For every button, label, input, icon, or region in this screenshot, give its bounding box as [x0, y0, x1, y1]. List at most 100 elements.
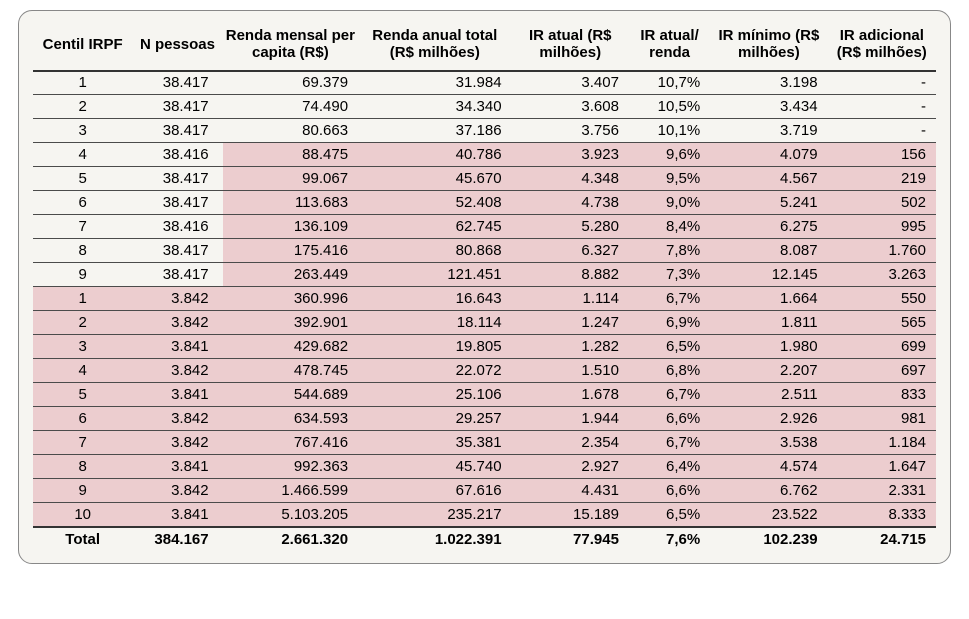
cell: 992.363: [223, 455, 358, 479]
cell: 9,6%: [629, 143, 710, 167]
cell: 4: [33, 359, 132, 383]
cell: 7,8%: [629, 239, 710, 263]
cell: 38.417: [132, 71, 222, 95]
cell: 10,5%: [629, 95, 710, 119]
cell: 833: [828, 383, 936, 407]
cell: 38.416: [132, 215, 222, 239]
cell: 9: [33, 263, 132, 287]
cell: 3.923: [512, 143, 629, 167]
cell: 175.416: [223, 239, 358, 263]
table-container: Centil IRPF N pessoas Renda mensal per c…: [18, 10, 951, 564]
cell: 19.805: [358, 335, 512, 359]
cell: 74.490: [223, 95, 358, 119]
cell: 3.263: [828, 263, 936, 287]
cell: 6,8%: [629, 359, 710, 383]
cell: 8.087: [710, 239, 827, 263]
total-cell: 7,6%: [629, 527, 710, 551]
cell: 1: [33, 71, 132, 95]
cell: 7: [33, 215, 132, 239]
cell: 88.475: [223, 143, 358, 167]
cell: 6,5%: [629, 335, 710, 359]
cell: 8.882: [512, 263, 629, 287]
cell: 6.762: [710, 479, 827, 503]
cell: 235.217: [358, 503, 512, 527]
cell: 4.567: [710, 167, 827, 191]
cell: 6,4%: [629, 455, 710, 479]
table-row: 438.41688.47540.7863.9239,6%4.079156: [33, 143, 936, 167]
cell: 8,4%: [629, 215, 710, 239]
cell: 4.738: [512, 191, 629, 215]
cell: 478.745: [223, 359, 358, 383]
cell: 10,1%: [629, 119, 710, 143]
cell: 8: [33, 239, 132, 263]
cell: 3.407: [512, 71, 629, 95]
table-row: 33.841429.68219.8051.2826,5%1.980699: [33, 335, 936, 359]
total-cell: 102.239: [710, 527, 827, 551]
table-row: 638.417113.68352.4084.7389,0%5.241502: [33, 191, 936, 215]
cell: 9: [33, 479, 132, 503]
cell: 2.927: [512, 455, 629, 479]
cell: 429.682: [223, 335, 358, 359]
cell: 3.719: [710, 119, 827, 143]
cell: 3.841: [132, 383, 222, 407]
cell: 7: [33, 431, 132, 455]
cell: 38.417: [132, 239, 222, 263]
cell: 80.663: [223, 119, 358, 143]
cell: -: [828, 71, 936, 95]
col-npessoas: N pessoas: [132, 23, 222, 71]
cell: 6: [33, 407, 132, 431]
cell: 18.114: [358, 311, 512, 335]
col-centil: Centil IRPF: [33, 23, 132, 71]
total-row: Total384.1672.661.3201.022.39177.9457,6%…: [33, 527, 936, 551]
cell: 5.103.205: [223, 503, 358, 527]
total-label: Total: [33, 527, 132, 551]
cell: 4.574: [710, 455, 827, 479]
col-ir-renda: IR atual/ renda: [629, 23, 710, 71]
total-cell: 77.945: [512, 527, 629, 551]
cell: 1.247: [512, 311, 629, 335]
cell: 219: [828, 167, 936, 191]
cell: 45.670: [358, 167, 512, 191]
cell: 1.980: [710, 335, 827, 359]
cell: 10,7%: [629, 71, 710, 95]
cell: 3: [33, 335, 132, 359]
total-cell: 384.167: [132, 527, 222, 551]
cell: 3.841: [132, 455, 222, 479]
cell: 1.664: [710, 287, 827, 311]
cell: 136.109: [223, 215, 358, 239]
cell: 9,5%: [629, 167, 710, 191]
cell: 6.275: [710, 215, 827, 239]
cell: 1.282: [512, 335, 629, 359]
cell: 15.189: [512, 503, 629, 527]
cell: 3.842: [132, 359, 222, 383]
cell: 3.842: [132, 311, 222, 335]
cell: 38.417: [132, 263, 222, 287]
total-cell: 24.715: [828, 527, 936, 551]
total-cell: 1.022.391: [358, 527, 512, 551]
cell: 1.760: [828, 239, 936, 263]
table-row: 338.41780.66337.1863.75610,1%3.719-: [33, 119, 936, 143]
col-ir-atual: IR atual (R$ milhões): [512, 23, 629, 71]
cell: 38.417: [132, 167, 222, 191]
cell: 4.348: [512, 167, 629, 191]
cell: 45.740: [358, 455, 512, 479]
cell: 6,6%: [629, 479, 710, 503]
cell: 1.510: [512, 359, 629, 383]
cell: 99.067: [223, 167, 358, 191]
cell: 3.608: [512, 95, 629, 119]
cell: 6: [33, 191, 132, 215]
cell: 3: [33, 119, 132, 143]
cell: 80.868: [358, 239, 512, 263]
cell: 62.745: [358, 215, 512, 239]
cell: 38.417: [132, 119, 222, 143]
cell: 392.901: [223, 311, 358, 335]
table-row: 738.416136.10962.7455.2808,4%6.275995: [33, 215, 936, 239]
cell: 1: [33, 287, 132, 311]
cell: 3.841: [132, 503, 222, 527]
cell: 8.333: [828, 503, 936, 527]
cell: 1.466.599: [223, 479, 358, 503]
cell: 3.842: [132, 479, 222, 503]
cell: 502: [828, 191, 936, 215]
cell: 544.689: [223, 383, 358, 407]
col-renda-mensal: Renda mensal per capita (R$): [223, 23, 358, 71]
